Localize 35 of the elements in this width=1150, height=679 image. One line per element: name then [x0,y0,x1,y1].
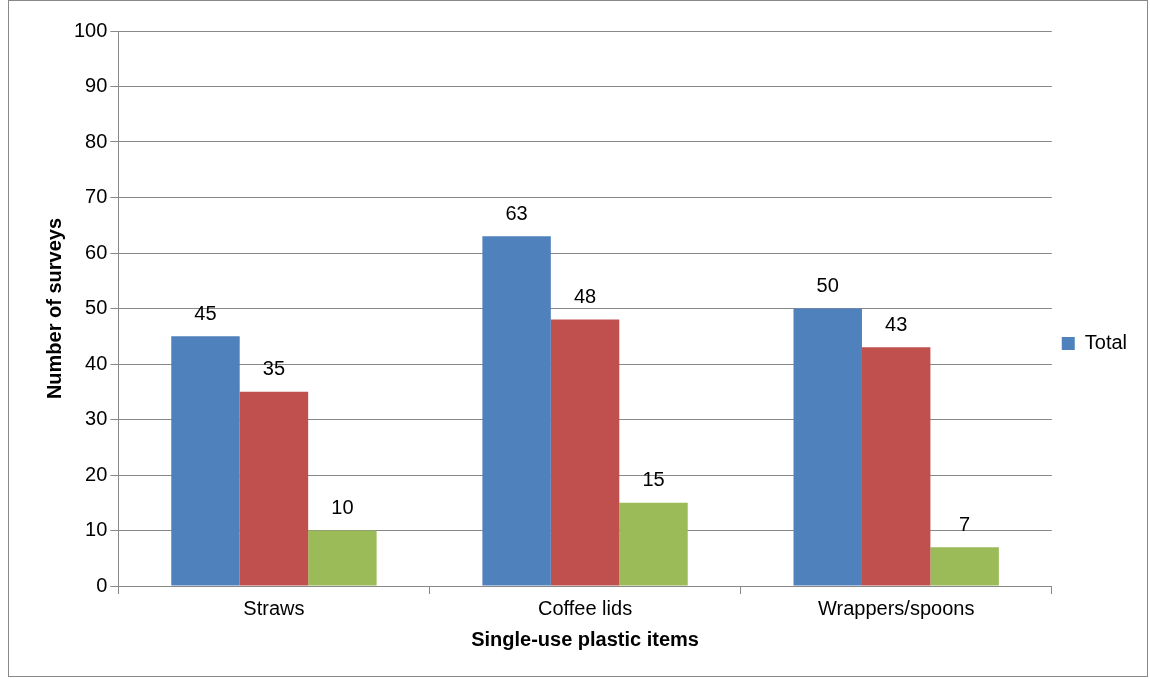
data-label: 7 [959,512,971,535]
bar [171,336,240,586]
bar [793,308,862,586]
y-tick-label: 90 [85,74,108,97]
data-label: 43 [885,312,908,335]
y-tick-label: 50 [85,296,108,319]
bar [308,530,377,586]
legend-label: Total [1084,331,1127,354]
data-label: 63 [505,201,528,224]
data-label: 45 [194,301,217,324]
bar [239,391,309,586]
data-label: 10 [331,496,354,519]
y-tick-label: 20 [85,462,108,485]
bar [930,547,999,586]
bar [482,236,551,586]
y-tick-label: 30 [85,407,108,430]
data-label: 48 [573,285,597,308]
y-tick-label: 80 [85,129,108,152]
x-axis-title: Single-use plastic items [471,627,699,650]
x-tick-label: Coffee lids [537,596,633,619]
y-tick-label: 40 [85,351,108,374]
bar [619,502,688,586]
data-label: 15 [642,468,665,491]
y-tick-label: 100 [73,18,108,41]
y-tick-label: 70 [85,185,108,208]
bar [861,347,931,586]
y-tick-label: 60 [85,240,108,263]
data-label: 50 [816,274,839,297]
x-tick-label: Wrappers/spoons [817,596,975,619]
y-axis-title: Number of surveys [42,217,65,400]
y-tick-label: 10 [85,518,108,541]
bar [550,319,620,586]
data-label: 35 [262,357,286,380]
x-tick-label: Straws [243,596,305,619]
y-tick-label: 0 [96,573,108,596]
